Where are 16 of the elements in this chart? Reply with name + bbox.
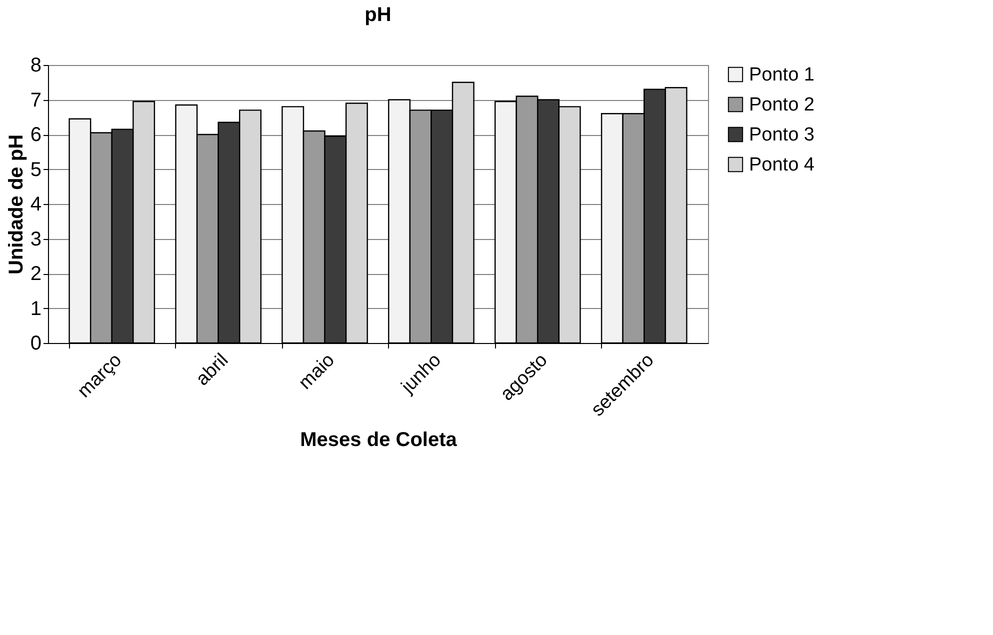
- legend-label: Ponto 3: [749, 124, 814, 146]
- y-tick-label: 4: [30, 194, 42, 216]
- y-tick-label: 5: [30, 158, 42, 181]
- y-tick-label: 7: [30, 89, 42, 112]
- y-tick-label: 1: [30, 298, 42, 320]
- x-axis-title: Meses de Coleta: [300, 428, 458, 451]
- legend-label: Ponto 1: [749, 64, 814, 86]
- y-tick-label: 0: [30, 332, 42, 354]
- chart-title: pH: [364, 4, 392, 26]
- y-tick-label: 6: [30, 124, 42, 146]
- y-tick-label: 2: [30, 263, 42, 285]
- y-tick-label: 8: [30, 54, 42, 76]
- y-axis-title: Unidade de pH: [5, 134, 28, 275]
- legend-label: Ponto 4: [749, 154, 815, 176]
- legend-label: Ponto 2: [749, 94, 814, 116]
- y-tick-label: 3: [30, 228, 42, 250]
